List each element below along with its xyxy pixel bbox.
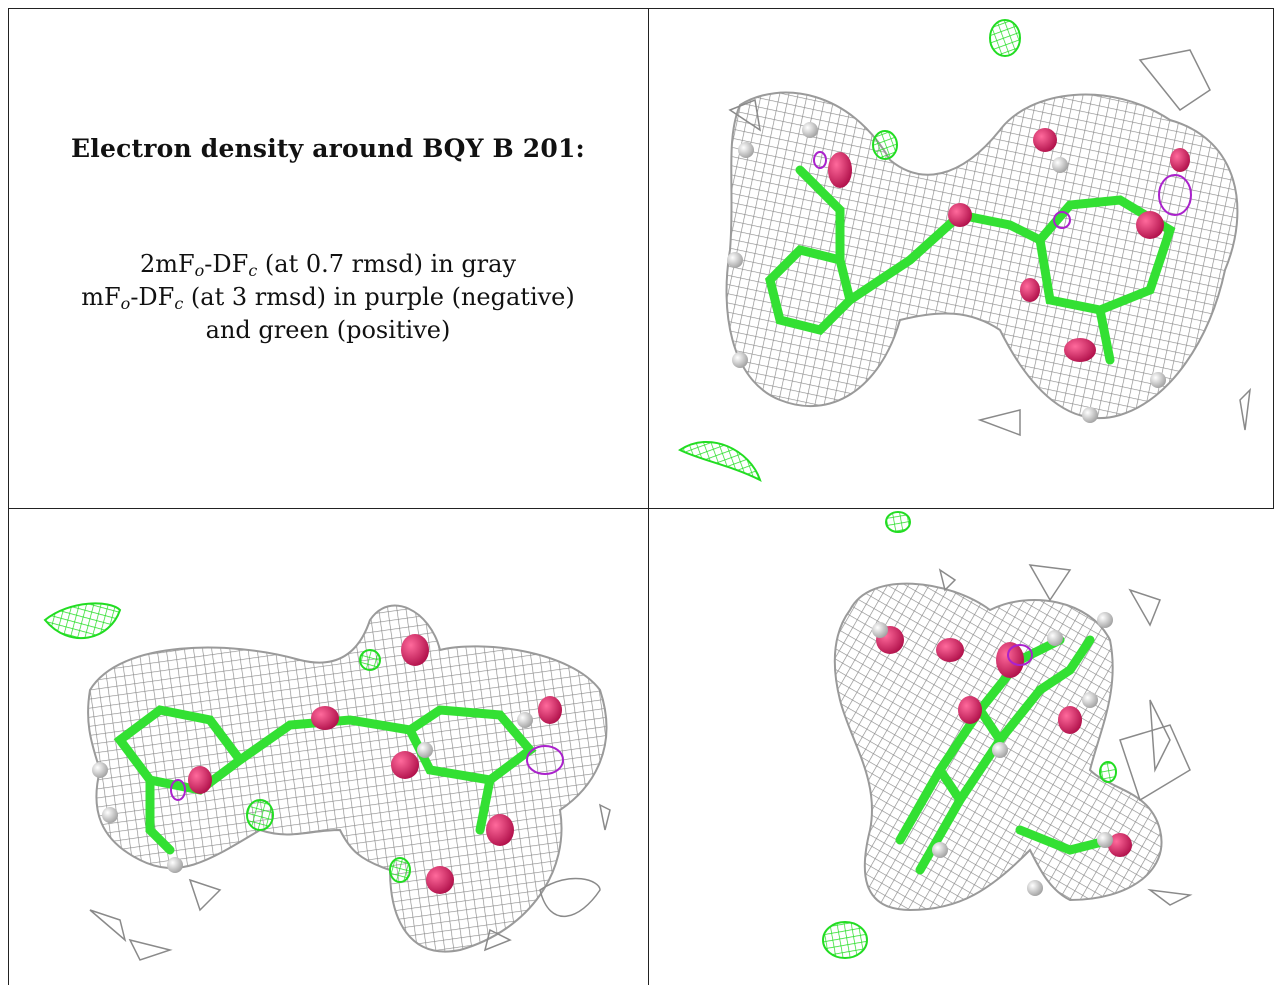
hydrogen-atoms	[727, 122, 1166, 423]
caption-title: Electron density around BQY B 201:	[71, 134, 585, 163]
stray-mesh-fragments	[938, 564, 1193, 906]
stray-mesh-fragments	[728, 49, 1252, 437]
negative-density-purple	[1007, 644, 1033, 666]
table-border-row	[8, 508, 1274, 509]
oxygen-atoms	[188, 634, 562, 894]
gray-mesh-envelope	[87, 604, 608, 953]
table-border-right	[1273, 8, 1274, 508]
caption-line-mfo: mFo-DFc (at 3 rmsd) in purple (negative)	[81, 283, 575, 313]
stray-mesh-fragments	[89, 803, 611, 961]
hydrogen-atoms	[872, 612, 1113, 896]
density-view-bottom-right	[650, 510, 1272, 984]
oxygen-atoms	[828, 128, 1190, 362]
density-render-top-right	[678, 19, 1252, 482]
positive-density-green	[43, 602, 411, 883]
positive-density-green	[822, 511, 1117, 959]
negative-density-purple	[813, 151, 1192, 229]
caption-description: 2mFo-DFc (at 0.7 rmsd) in gray mFo-DFc (…	[8, 248, 648, 347]
positive-density-green	[678, 19, 1021, 482]
density-render-bottom-left	[43, 602, 611, 961]
density-render-bottom-right	[822, 511, 1193, 959]
oxygen-atoms	[876, 626, 1132, 857]
density-view-top-right	[650, 10, 1272, 507]
caption-line-green: and green (positive)	[205, 316, 451, 344]
density-view-bottom-left	[10, 510, 647, 984]
table-border-top	[8, 8, 1274, 9]
negative-density-purple	[170, 745, 564, 801]
caption-line-2mfo: 2mFo-DFc (at 0.7 rmsd) in gray	[139, 250, 517, 280]
hydrogen-atoms	[92, 712, 533, 873]
figure-caption: Electron density around BQY B 201: 2mFo-…	[8, 8, 648, 508]
table-border-middle	[648, 8, 649, 985]
table-border-left	[8, 8, 9, 985]
